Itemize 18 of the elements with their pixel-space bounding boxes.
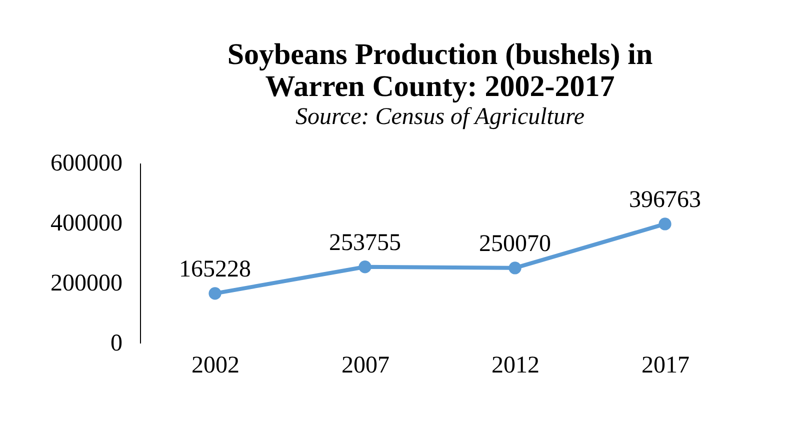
data-label: 396763: [629, 186, 701, 213]
point: [358, 260, 372, 274]
y-tick-label: 600000: [50, 150, 122, 176]
y-tick-label: 200000: [50, 270, 122, 296]
y-tick-label: 0: [110, 330, 122, 356]
y-tick-label: 400000: [50, 210, 122, 236]
x-tick-label: 2007: [342, 352, 390, 378]
chart-subtitle: Source: Census of Agriculture: [295, 104, 585, 130]
x-tick-label: 2017: [642, 352, 690, 378]
point: [508, 262, 522, 274]
x-tick-label: 2012: [492, 352, 540, 378]
data-label: 250070: [479, 230, 551, 257]
data-label: 165228: [179, 256, 251, 282]
x-tick-label: 2002: [192, 352, 240, 378]
data-label: 253755: [329, 230, 401, 256]
point: [208, 287, 222, 300]
point: [658, 218, 672, 230]
chart-title: Soybeans Production (bushels) in Warren County: 2002-2017: [227, 38, 654, 103]
